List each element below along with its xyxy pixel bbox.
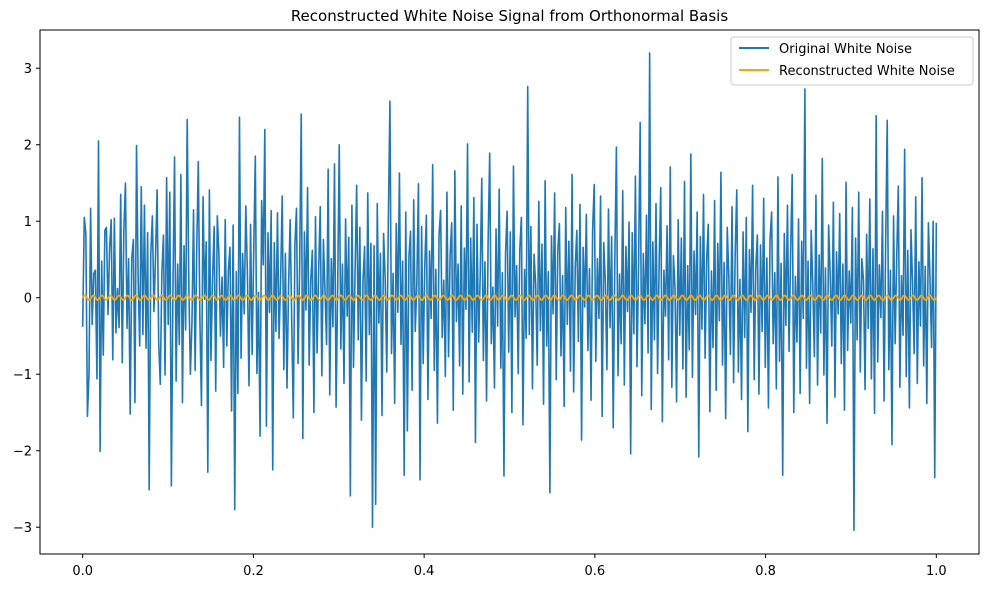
x-tick-label: 0.4	[414, 564, 435, 579]
legend-box	[730, 36, 974, 86]
series-line-original	[81, 52, 938, 532]
y-axis: −3 −2 −1 0 1 2 3	[13, 62, 40, 536]
x-tick-label: 0.8	[755, 564, 776, 579]
chart-title: Reconstructed White Noise Signal from Or…	[291, 7, 729, 25]
x-axis: 0.0 0.2 0.4 0.6 0.8 1.0	[72, 554, 947, 579]
y-tick-label: −3	[13, 521, 32, 536]
y-tick-label: 1	[24, 215, 32, 230]
y-tick-label: −2	[13, 445, 32, 460]
x-tick-label: 0.6	[585, 564, 606, 579]
legend: Original White Noise Reconstructed White…	[730, 36, 974, 86]
legend-label-reconstructed: Reconstructed White Noise	[779, 64, 955, 79]
axes-frame	[39, 29, 980, 555]
x-tick-label: 0.0	[72, 564, 93, 579]
series-line-reconstructed	[81, 294, 938, 301]
legend-label-original: Original White Noise	[779, 42, 912, 57]
y-tick-label: 3	[24, 62, 32, 77]
plot-area	[81, 52, 938, 532]
x-tick-label: 0.2	[243, 564, 264, 579]
series-layer	[81, 52, 938, 532]
y-tick-label: 0	[24, 292, 32, 307]
x-tick-label: 1.0	[926, 564, 947, 579]
y-tick-label: −1	[13, 368, 32, 383]
y-tick-label: 2	[24, 139, 32, 154]
